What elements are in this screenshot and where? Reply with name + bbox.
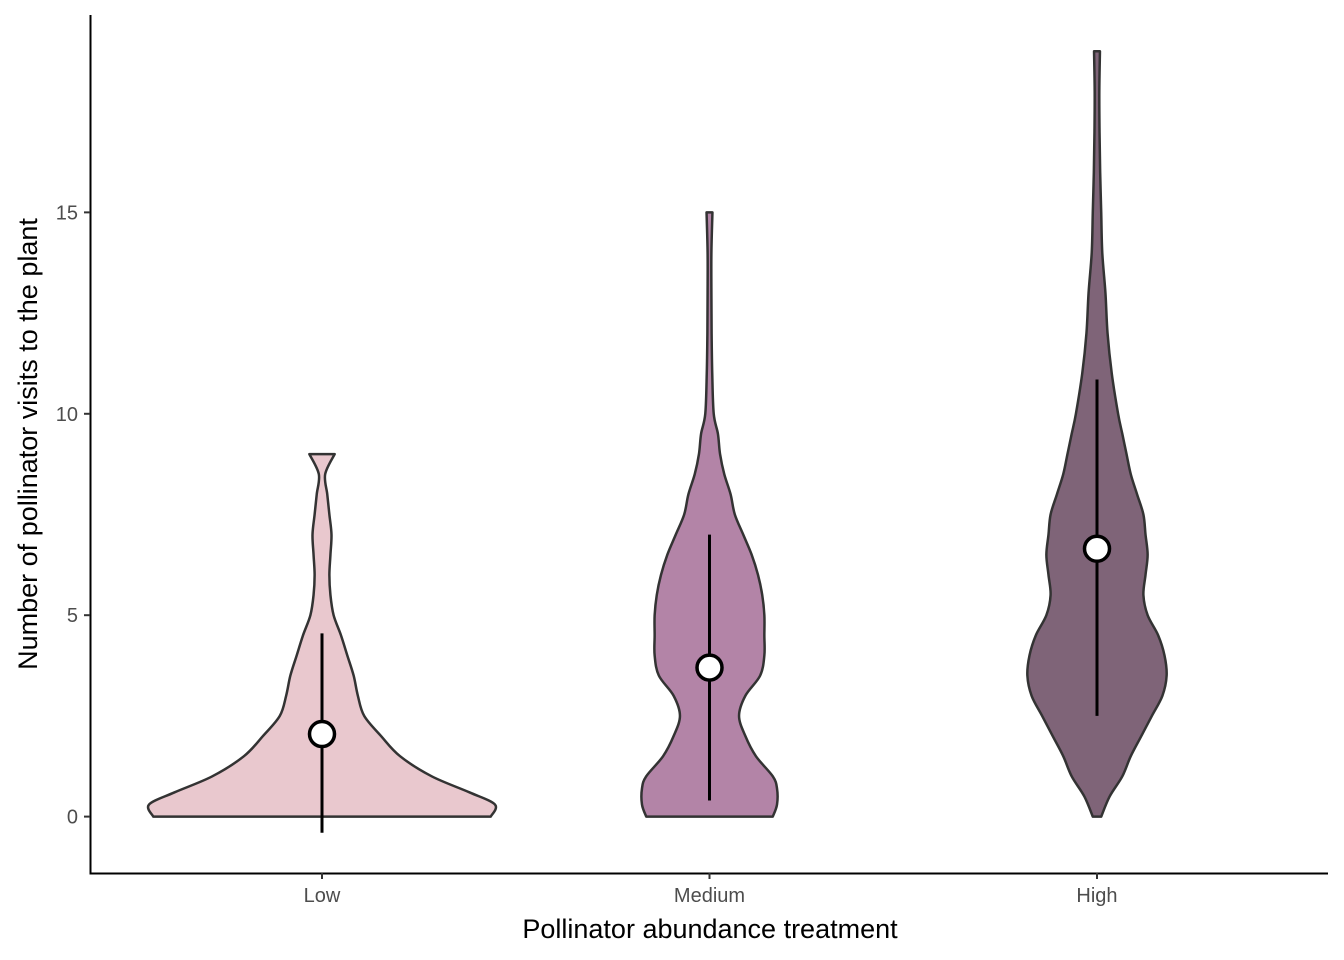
y-ticks: 0 5 10 15 xyxy=(56,202,90,829)
x-tick-label: Low xyxy=(304,885,341,907)
y-axis-title: Number of pollinator visits to the plant xyxy=(13,218,43,670)
y-tick-label: 5 xyxy=(67,605,78,627)
x-axis-title: Pollinator abundance treatment xyxy=(522,914,898,944)
mean-point-low xyxy=(307,719,337,749)
violin-medium xyxy=(640,211,779,818)
y-tick-label: 0 xyxy=(67,807,78,829)
mean-point-layer xyxy=(307,534,1112,749)
y-tick-label: 10 xyxy=(56,404,78,426)
x-tick-label: Medium xyxy=(674,885,745,907)
mean-point-medium xyxy=(695,653,724,682)
y-tick-label: 15 xyxy=(56,202,78,224)
x-tick-label: High xyxy=(1076,885,1117,907)
x-ticks: Low Medium High xyxy=(304,873,1118,907)
violin-layer xyxy=(146,50,1168,818)
mean-point-high xyxy=(1082,534,1112,563)
